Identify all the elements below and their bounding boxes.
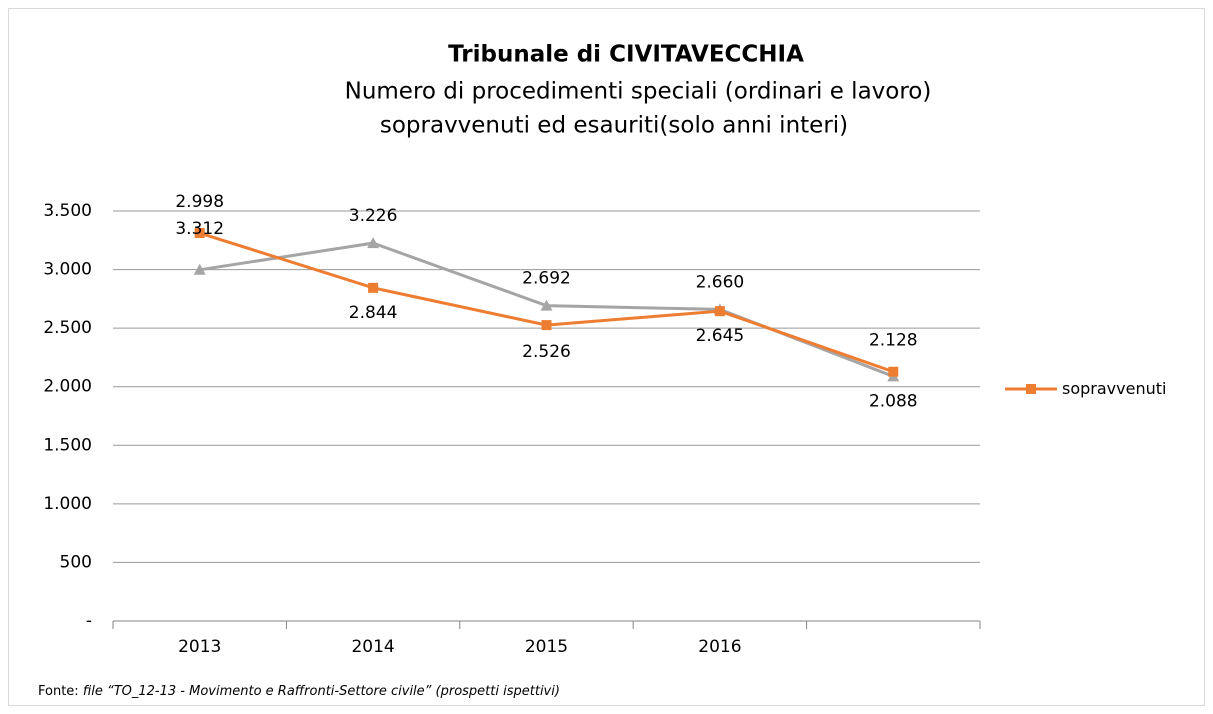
data-label: 2.526 [522, 342, 571, 362]
point [714, 306, 725, 317]
source-prefix: Fonte: [38, 684, 79, 699]
chart-subtitle: Numero di procedimenti speciali (ordinar… [345, 79, 932, 105]
data-label: 2.645 [696, 326, 745, 346]
x-tick-label: 2015 [525, 637, 568, 657]
point [193, 263, 206, 275]
y-tick-label: 3.000 [43, 260, 92, 280]
y-tick-label: 1.000 [43, 494, 92, 514]
point [367, 237, 380, 249]
data-label: 2.692 [522, 269, 571, 289]
y-tick-label: - [86, 611, 92, 631]
point [540, 299, 553, 311]
y-tick-label: 500 [60, 552, 92, 572]
y-tick-label: 2.000 [43, 377, 92, 397]
x-tick-label: 2013 [178, 637, 221, 657]
legend-marker [1026, 384, 1036, 394]
legend-label: sopravvenuti [1062, 379, 1167, 398]
point [888, 366, 899, 377]
data-label: 3.312 [175, 219, 224, 239]
data-label: 2.998 [175, 192, 224, 212]
y-tick-label: 2.500 [43, 318, 92, 338]
data-label: 2.128 [869, 331, 918, 351]
point [541, 320, 552, 331]
chart-subtitle: sopravvenuti ed esauriti(solo anni inter… [380, 113, 848, 139]
point [194, 228, 205, 239]
point [368, 282, 379, 293]
x-tick-label: 2016 [698, 637, 741, 657]
chart-title: Tribunale di CIVITAVECCHIA [448, 42, 804, 68]
source-text: file “TO_12-13 - Movimento e Raffronti-S… [83, 684, 560, 699]
data-label: 2.660 [696, 272, 745, 292]
y-tick-label: 3.500 [43, 201, 92, 221]
chart-border [8, 8, 1205, 706]
data-label: 2.088 [869, 391, 918, 411]
y-tick-label: 1.500 [43, 435, 92, 455]
data-label: 2.844 [349, 303, 398, 323]
data-label: 3.226 [349, 206, 398, 226]
source-note: Fonte: file “TO_12-13 - Movimento e Raff… [38, 684, 560, 699]
x-tick-label: 2014 [351, 637, 394, 657]
